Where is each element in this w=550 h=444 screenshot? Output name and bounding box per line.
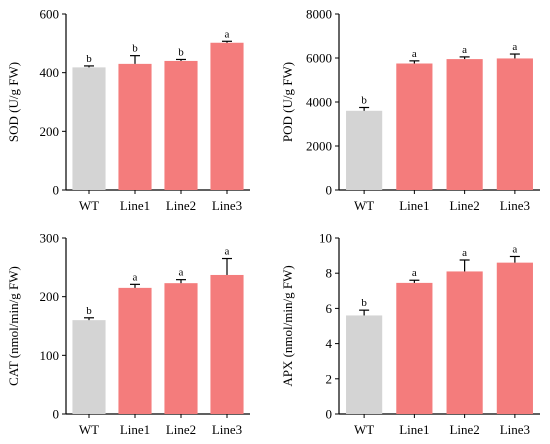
significance-letter: b <box>361 297 367 309</box>
significance-letter: a <box>412 48 417 60</box>
significance-letter: b <box>86 53 92 65</box>
x-tick-label: Line2 <box>449 422 479 437</box>
bar <box>210 274 244 414</box>
significance-letter: b <box>178 46 184 58</box>
y-axis-title: SOD (U/g FW) <box>6 62 21 142</box>
bar <box>118 63 152 190</box>
x-tick-label: WT <box>354 422 374 437</box>
y-tick-label: 0 <box>53 183 60 198</box>
x-tick-label: Line1 <box>120 422 150 437</box>
bar <box>496 58 533 190</box>
y-tick-label: 4000 <box>306 95 332 110</box>
bar <box>396 63 433 190</box>
y-tick-label: 0 <box>326 183 333 198</box>
bar <box>164 60 198 190</box>
x-tick-label: WT <box>79 198 99 213</box>
significance-letter: a <box>225 28 230 40</box>
significance-letter: b <box>361 95 367 107</box>
y-tick-label: 8 <box>326 266 333 281</box>
y-tick-label: 6 <box>326 301 333 316</box>
significance-letter: a <box>133 271 138 283</box>
x-tick-label: Line1 <box>120 198 150 213</box>
y-tick-label: 8000 <box>306 7 332 22</box>
bar <box>496 262 533 414</box>
bar <box>72 320 106 414</box>
significance-letter: a <box>512 41 517 53</box>
y-tick-label: 6000 <box>306 51 332 66</box>
bar <box>118 287 152 414</box>
y-tick-label: 10 <box>319 231 332 246</box>
y-tick-label: 2 <box>326 371 333 386</box>
significance-letter: b <box>86 305 92 317</box>
significance-letter: b <box>132 43 138 55</box>
x-tick-label: Line2 <box>166 422 196 437</box>
significance-letter: a <box>462 44 467 56</box>
bar <box>446 59 483 190</box>
significance-letter: a <box>179 267 184 279</box>
x-tick-label: Line1 <box>399 422 429 437</box>
x-tick-label: Line3 <box>500 198 530 213</box>
bar <box>210 42 244 190</box>
y-tick-label: 0 <box>326 407 333 422</box>
x-tick-label: Line3 <box>212 422 242 437</box>
y-tick-label: 600 <box>40 7 60 22</box>
x-tick-label: WT <box>354 198 374 213</box>
significance-letter: a <box>412 267 417 279</box>
panel-pod: 0 2000 4000 6000 8000 POD (U/g FW) b WT a Line1 a L… <box>280 7 540 213</box>
panel-sod: 0 200 400 600 SOD (U/g FW) b WT b Line1 b Line2 a Li… <box>6 7 250 213</box>
x-tick-label: WT <box>79 422 99 437</box>
y-tick-label: 4 <box>326 336 333 351</box>
y-tick-label: 400 <box>40 65 60 80</box>
x-tick-label: Line1 <box>399 198 429 213</box>
bar <box>346 110 383 190</box>
y-tick-label: 2000 <box>306 139 332 154</box>
bar <box>446 271 483 414</box>
y-axis-title: POD (U/g FW) <box>280 62 295 142</box>
x-tick-label: Line2 <box>449 198 479 213</box>
panel-cat: 0 100 200 300 CAT (nmol/min/g FW) b WT a Line1 a L… <box>6 231 250 437</box>
bar <box>396 282 433 414</box>
y-axis-title: APX (nmol/min/g FW) <box>280 265 295 386</box>
significance-letter: a <box>225 246 230 258</box>
bar <box>72 67 106 190</box>
y-tick-label: 0 <box>53 407 60 422</box>
x-tick-label: Line3 <box>212 198 242 213</box>
x-tick-label: Line2 <box>166 198 196 213</box>
x-tick-label: Line3 <box>500 422 530 437</box>
y-tick-label: 300 <box>40 231 60 246</box>
bar <box>164 283 198 414</box>
y-tick-label: 200 <box>40 289 60 304</box>
bar <box>346 315 383 414</box>
significance-letter: a <box>512 243 517 255</box>
y-tick-label: 100 <box>40 348 60 363</box>
y-axis-title: CAT (nmol/min/g FW) <box>6 266 21 386</box>
significance-letter: a <box>462 247 467 259</box>
panel-apx: 0 2 4 6 8 10 APX (nmol/min/g FW) b WT a Line1 a Line… <box>280 231 540 437</box>
y-tick-label: 200 <box>40 124 60 139</box>
